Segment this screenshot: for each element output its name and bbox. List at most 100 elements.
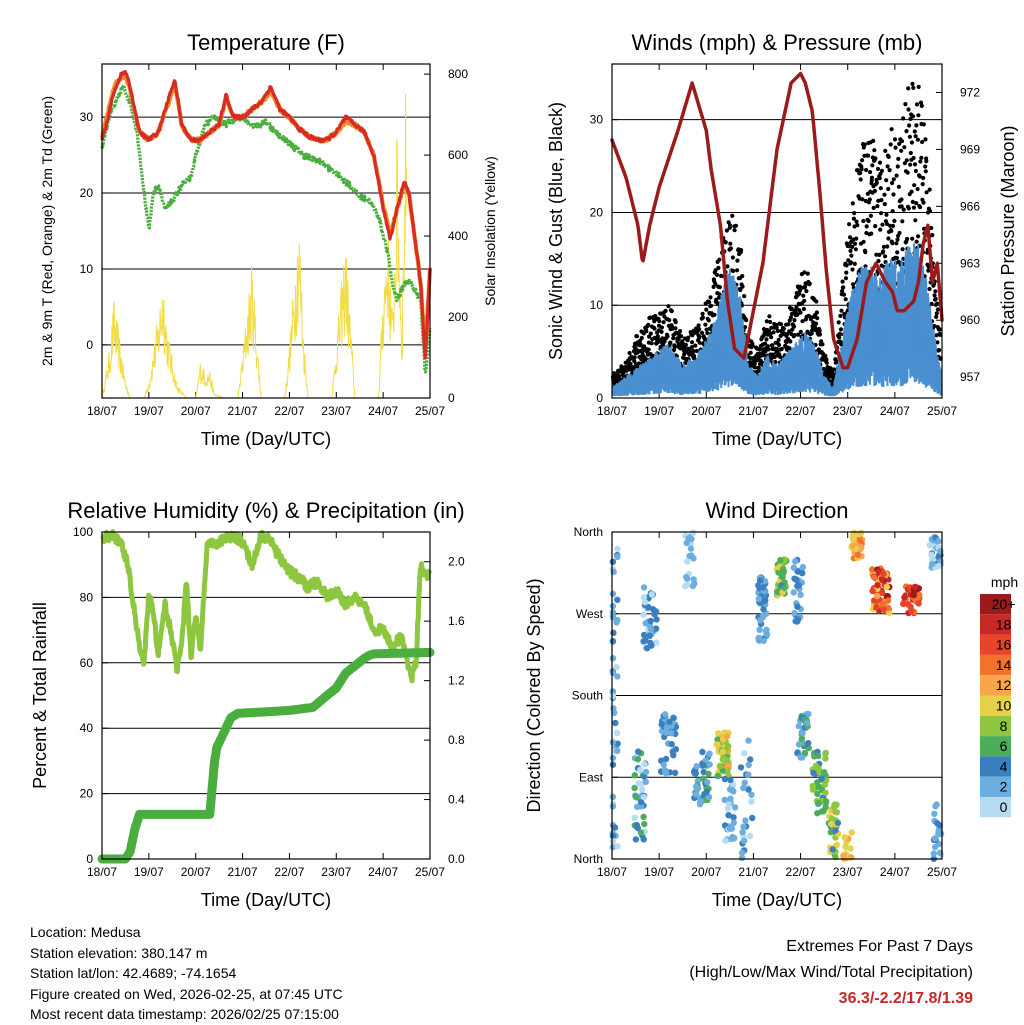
wind-gust-point [768,319,773,325]
wind-gust-point [923,137,928,142]
wdir-point [610,629,617,636]
wind-gust-point [874,252,879,257]
station-location: Location: Medusa [30,924,141,940]
wdir-point [609,761,617,768]
wind-gust-point [748,350,753,355]
wind-gust-point [895,250,900,255]
wdir-frame [611,531,943,860]
wdir-point [886,609,893,617]
wind-gust-point [801,306,807,312]
wind-xtick-label: 18/07 [597,404,627,418]
wind-gust-point [914,123,919,128]
wdir-point [873,603,880,611]
wind-gust-point [786,322,791,327]
rh-xtick-label: 23/07 [321,865,351,879]
temp-xtick-label: 18/07 [87,404,117,418]
wind-gust-point [923,164,928,169]
wind-gust-point [792,333,797,338]
wdir-xtick-label: 23/07 [833,865,863,879]
wind-gust-point [886,186,891,192]
wind-gust-point [908,116,913,121]
wind-gust-point [858,170,863,176]
wdir-point [827,820,835,828]
wind-gust-point [847,222,852,227]
wind-gust-point [906,107,911,112]
wind-gust-point [913,134,918,139]
wdir-point [609,803,617,810]
wdir-point [833,801,840,808]
wind-gust-point [767,314,772,319]
wdir-point [814,790,821,798]
wdir-point [900,600,907,608]
wdir-point [928,551,935,558]
wdir-point [609,669,617,677]
wdir-point [741,837,748,845]
wind-gust-point [896,156,901,161]
wind-gust-point [767,328,772,333]
wdir-point [779,574,786,581]
wdir-point [730,819,737,826]
wind-gust-point [915,186,920,192]
wdir-point [742,817,749,824]
wdir-point [693,763,700,770]
wdir-point [692,770,699,777]
wdir-point [745,771,752,778]
wdir-point [684,581,691,589]
wind-gust-point [843,276,849,281]
wdir-point [640,638,647,645]
wdir-point [614,545,621,552]
wind-gust-point [659,325,665,330]
wind-gust-point [676,337,681,342]
wdir-point [721,796,728,804]
wind-gust-point [728,246,734,251]
wind-gust-point [797,291,802,296]
wdir-point [609,614,617,621]
wind-gust-point [912,129,917,134]
wdir-point [774,588,781,596]
wdir-point [688,535,695,543]
wdir-point [610,705,617,712]
rh-ytick-right-label: 0.8 [448,733,465,747]
wdir-point [668,730,675,737]
wind-gust-point [807,281,812,286]
wind-gust-point [793,308,798,313]
wdir-point [640,793,648,801]
wind-gust-point [860,158,865,163]
wind-gust-point [689,345,695,350]
wdir-point [815,799,822,807]
wind-gust-point [778,322,784,327]
wind-gust-point [716,265,721,270]
wdir-point [818,775,825,782]
wind-gust-point [920,139,925,145]
wind-gust-point [901,116,906,121]
wind-gust-point [935,307,941,312]
temp-xtick-label: 23/07 [321,404,351,418]
wind-gust-point [853,247,859,252]
wdir-point [849,542,856,549]
wind-gust-point [757,347,762,352]
wind-gust-point [910,199,915,204]
wind-gust-point [888,142,893,147]
wdir-point [647,639,654,647]
rh-ytick-right-label: 0.0 [448,852,465,866]
wdir-point [653,639,660,646]
wind-gust-point [725,264,730,269]
wind-gust-point [673,326,678,331]
wdir-point [799,563,807,571]
wind-gust-point [886,154,891,159]
wind-gust-point [897,230,902,236]
wind-gust-point [869,231,874,236]
wind-gust-point [672,345,677,350]
wind-gust-point [838,327,844,332]
station-info: Location: Medusa Station elevation: 380.… [30,922,343,1025]
wdir-point [632,793,640,801]
rh-ytick-right-label: 0.4 [448,793,465,807]
wind-ytick-label: 10 [590,298,604,312]
wind-gust-point [919,155,924,160]
wdir-point [631,814,638,822]
extremes-heading: Extremes For Past 7 Days [786,938,973,955]
wind-gust-point [911,85,916,90]
wdir-point [748,798,755,805]
wdir-point [640,813,647,821]
wdir-point [722,837,729,844]
